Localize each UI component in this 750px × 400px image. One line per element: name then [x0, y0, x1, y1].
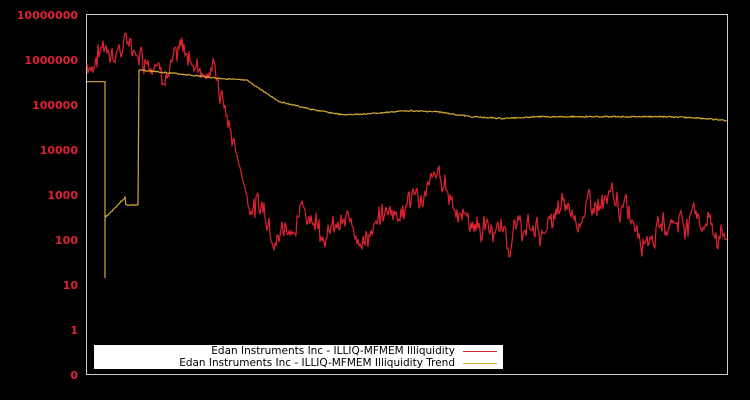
illiquidity-series-line — [86, 32, 728, 258]
y-tick-label: 100 — [55, 234, 78, 247]
y-axis: 10000000 1000000 100000 10000 1000 100 1… — [17, 9, 79, 382]
y-tick-label: 1000000 — [24, 54, 78, 67]
y-tick-label: 1 — [70, 324, 78, 337]
y-tick-label: 100000 — [32, 99, 78, 112]
plot-frame — [86, 14, 728, 375]
legend-item-illiquidity: Edan Instruments Inc - ILLIQ-MFMEM Illiq… — [211, 345, 503, 357]
legend-label: Edan Instruments Inc - ILLIQ-MFMEM Illiq… — [211, 345, 455, 357]
legend-label: Edan Instruments Inc - ILLIQ-MFMEM Illiq… — [179, 357, 455, 369]
y-tick-label: 10000 — [40, 144, 79, 157]
legend-swatch-red — [463, 350, 497, 352]
legend-swatch-gold — [463, 362, 497, 364]
legend-item-trend: Edan Instruments Inc - ILLIQ-MFMEM Illiq… — [179, 357, 503, 369]
y-tick-label: 10000000 — [17, 9, 79, 22]
y-tick-label: 1000 — [47, 189, 78, 202]
y-tick-label: 10 — [63, 279, 79, 292]
illiquidity-trend-line — [87, 68, 728, 278]
y-tick-label: 0 — [70, 369, 78, 382]
legend: Edan Instruments Inc - ILLIQ-MFMEM Illiq… — [94, 345, 503, 369]
